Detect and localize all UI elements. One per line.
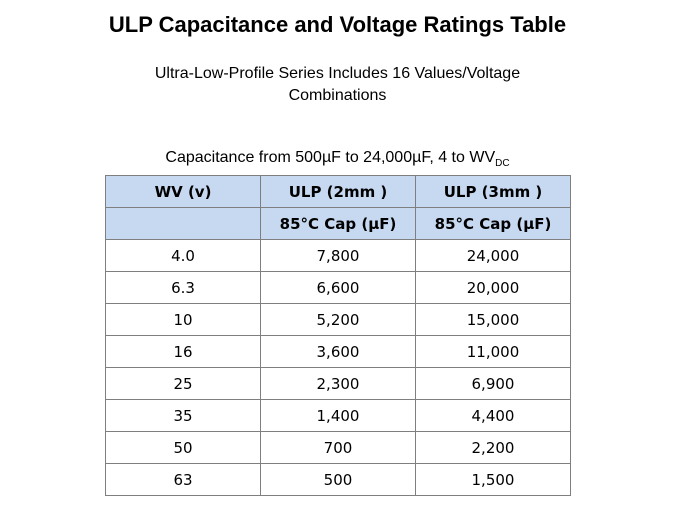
cell-cap-3mm: 11,000 <box>415 335 571 368</box>
cell-cap-2mm: 7,800 <box>260 239 416 272</box>
cell-wv: 6.3 <box>105 271 261 304</box>
table-row: 4.0 7,800 24,000 <box>105 239 571 272</box>
cell-cap-3mm: 4,400 <box>415 399 571 432</box>
cell-wv: 50 <box>105 431 261 464</box>
cell-cap-2mm: 3,600 <box>260 335 416 368</box>
table-row: 63 500 1,500 <box>105 463 571 496</box>
table-row: 10 5,200 15,000 <box>105 303 571 336</box>
cell-cap-3mm: 1,500 <box>415 463 571 496</box>
caption-subscript: DC <box>495 158 510 169</box>
subheader-row: 85°C Cap (µF) 85°C Cap (µF) <box>105 207 571 240</box>
cell-cap-3mm: 6,900 <box>415 367 571 400</box>
subheader-wv <box>105 207 261 240</box>
cell-cap-2mm: 2,300 <box>260 367 416 400</box>
table-row: 6.3 6,600 20,000 <box>105 271 571 304</box>
page-title: ULP Capacitance and Voltage Ratings Tabl… <box>108 12 567 37</box>
cell-cap-2mm: 700 <box>260 431 416 464</box>
table-row: 25 2,300 6,900 <box>105 367 571 400</box>
cell-wv: 25 <box>105 367 261 400</box>
table-row: 35 1,400 4,400 <box>105 399 571 432</box>
cell-wv: 10 <box>105 303 261 336</box>
header-ulp-2mm: ULP (2mm ) <box>260 175 416 208</box>
subheader-cap-3mm: 85°C Cap (µF) <box>415 207 571 240</box>
cell-wv: 35 <box>105 399 261 432</box>
cell-wv: 4.0 <box>105 239 261 272</box>
ratings-table: WV (v) ULP (2mm ) ULP (3mm ) 85°C Cap (µ… <box>105 175 571 496</box>
cell-cap-3mm: 15,000 <box>415 303 571 336</box>
cell-cap-3mm: 20,000 <box>415 271 571 304</box>
cell-wv: 16 <box>105 335 261 368</box>
table-row: 50 700 2,200 <box>105 431 571 464</box>
cell-cap-2mm: 500 <box>260 463 416 496</box>
table-caption: Capacitance from 500µF to 24,000µF, 4 to… <box>105 148 570 169</box>
cell-cap-2mm: 6,600 <box>260 271 416 304</box>
cell-cap-3mm: 24,000 <box>415 239 571 272</box>
header-row: WV (v) ULP (2mm ) ULP (3mm ) <box>105 175 571 208</box>
cell-cap-2mm: 1,400 <box>260 399 416 432</box>
header-ulp-3mm: ULP (3mm ) <box>415 175 571 208</box>
subtitle: Ultra-Low-Profile Series Includes 16 Val… <box>100 63 575 107</box>
cell-cap-3mm: 2,200 <box>415 431 571 464</box>
cell-wv: 63 <box>105 463 261 496</box>
cell-cap-2mm: 5,200 <box>260 303 416 336</box>
header-wv: WV (v) <box>105 175 261 208</box>
subtitle-line-2: Combinations <box>288 87 387 104</box>
caption-text: Capacitance from 500µF to 24,000µF, 4 to… <box>165 149 496 166</box>
subtitle-line-1: Ultra-Low-Profile Series Includes 16 Val… <box>154 65 521 82</box>
subheader-cap-2mm: 85°C Cap (µF) <box>260 207 416 240</box>
table-row: 16 3,600 11,000 <box>105 335 571 368</box>
